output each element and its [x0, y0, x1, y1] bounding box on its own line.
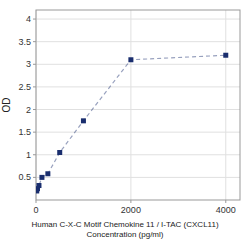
- grid-line-y: [36, 132, 240, 133]
- tick-y: [33, 132, 36, 133]
- chart: 0.5 1 1.5 2 2.5 3 3.5 4 0 2000 4000 OD Human C-X-C M…: [0, 0, 250, 250]
- tick-y: [33, 154, 36, 155]
- grid-line-x: [225, 10, 226, 200]
- data-point: [57, 150, 62, 155]
- tick-label-y: 0.5: [18, 172, 31, 182]
- plot-frame: [36, 10, 240, 200]
- x-axis-label: Human C-X-C Motif Chemokine 11 / I-TAC (…: [31, 220, 218, 239]
- grid-line-y: [36, 41, 240, 42]
- tick-label-y: 1: [26, 150, 31, 160]
- tick-y: [33, 64, 36, 65]
- tick-label-x: 0: [33, 205, 38, 215]
- tick-label-y: 1.5: [18, 127, 31, 137]
- data-point: [36, 183, 41, 188]
- tick-x: [225, 200, 226, 203]
- data-point: [81, 118, 86, 123]
- grid: [36, 10, 240, 200]
- tick-y: [33, 86, 36, 87]
- data-point: [223, 53, 228, 58]
- tick-y: [33, 41, 36, 42]
- tick-y: [33, 109, 36, 110]
- grid-line-y: [36, 86, 240, 87]
- grid-line-y: [36, 19, 240, 20]
- tick-label-x: 2000: [121, 205, 141, 215]
- data-point: [39, 175, 44, 180]
- x-axis-label-line: Human C-X-C Motif Chemokine 11 / I-TAC (…: [31, 220, 218, 229]
- grid-line-x: [130, 10, 131, 200]
- data-point: [45, 171, 50, 176]
- tick-label-y: 2.5: [18, 82, 31, 92]
- tick-label-y: 2: [26, 105, 31, 115]
- chart-container: 0.5 1 1.5 2 2.5 3 3.5 4 0 2000 4000 OD Human C-X-C M…: [0, 0, 250, 250]
- grid-line-y: [36, 177, 240, 178]
- x-axis-label-line: Concentration (pg/ml): [87, 230, 164, 239]
- axes: 0.5 1 1.5 2 2.5 3 3.5 4 0 2000 4000: [18, 14, 235, 215]
- data-point: [128, 57, 133, 62]
- data-line: [37, 55, 226, 191]
- grid-line-y: [36, 109, 240, 110]
- tick-label-x: 4000: [216, 205, 236, 215]
- tick-label-y: 4: [26, 14, 31, 24]
- tick-x: [36, 200, 37, 203]
- data: [36, 53, 228, 194]
- grid-line-y: [36, 154, 240, 155]
- tick-y: [33, 19, 36, 20]
- y-axis-label: OD: [1, 98, 12, 113]
- tick-y: [33, 177, 36, 178]
- tick-label-y: 3: [26, 59, 31, 69]
- tick-x: [130, 200, 131, 203]
- grid-line-y: [36, 64, 240, 65]
- tick-label-y: 3.5: [18, 37, 31, 47]
